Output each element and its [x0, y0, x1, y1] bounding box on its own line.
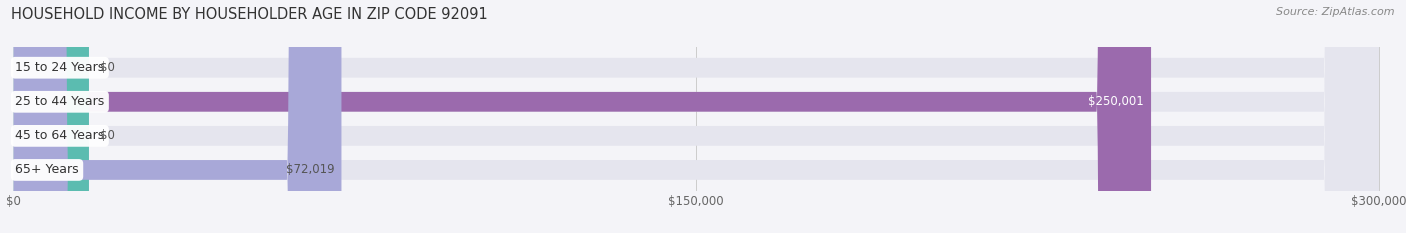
Text: 15 to 24 Years: 15 to 24 Years: [15, 61, 104, 74]
FancyBboxPatch shape: [14, 0, 1378, 233]
FancyBboxPatch shape: [14, 0, 89, 233]
Text: $250,001: $250,001: [1088, 95, 1144, 108]
FancyBboxPatch shape: [14, 0, 89, 233]
FancyBboxPatch shape: [14, 0, 1152, 233]
Text: HOUSEHOLD INCOME BY HOUSEHOLDER AGE IN ZIP CODE 92091: HOUSEHOLD INCOME BY HOUSEHOLDER AGE IN Z…: [11, 7, 488, 22]
FancyBboxPatch shape: [14, 0, 1378, 233]
FancyBboxPatch shape: [14, 0, 1378, 233]
Text: $0: $0: [100, 129, 115, 142]
Text: 65+ Years: 65+ Years: [15, 163, 79, 176]
FancyBboxPatch shape: [14, 0, 342, 233]
Text: Source: ZipAtlas.com: Source: ZipAtlas.com: [1277, 7, 1395, 17]
FancyBboxPatch shape: [14, 0, 1378, 233]
Text: $0: $0: [100, 61, 115, 74]
Text: $72,019: $72,019: [285, 163, 335, 176]
Text: 45 to 64 Years: 45 to 64 Years: [15, 129, 104, 142]
Text: 25 to 44 Years: 25 to 44 Years: [15, 95, 104, 108]
